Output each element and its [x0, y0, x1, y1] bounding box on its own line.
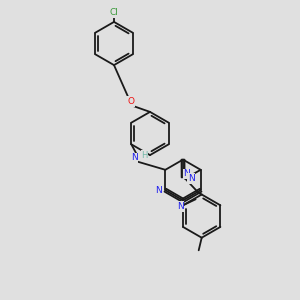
Text: N: N [131, 153, 138, 162]
Text: N: N [177, 202, 183, 211]
Text: N: N [188, 174, 195, 183]
Text: N: N [183, 169, 190, 178]
Text: N: N [155, 186, 162, 195]
Text: Cl: Cl [110, 8, 118, 17]
Text: O: O [127, 97, 134, 106]
Text: H: H [141, 151, 148, 160]
